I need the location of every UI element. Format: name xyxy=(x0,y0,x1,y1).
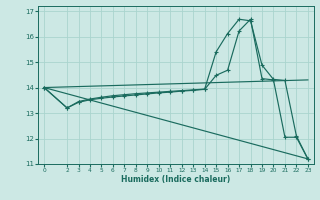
X-axis label: Humidex (Indice chaleur): Humidex (Indice chaleur) xyxy=(121,175,231,184)
